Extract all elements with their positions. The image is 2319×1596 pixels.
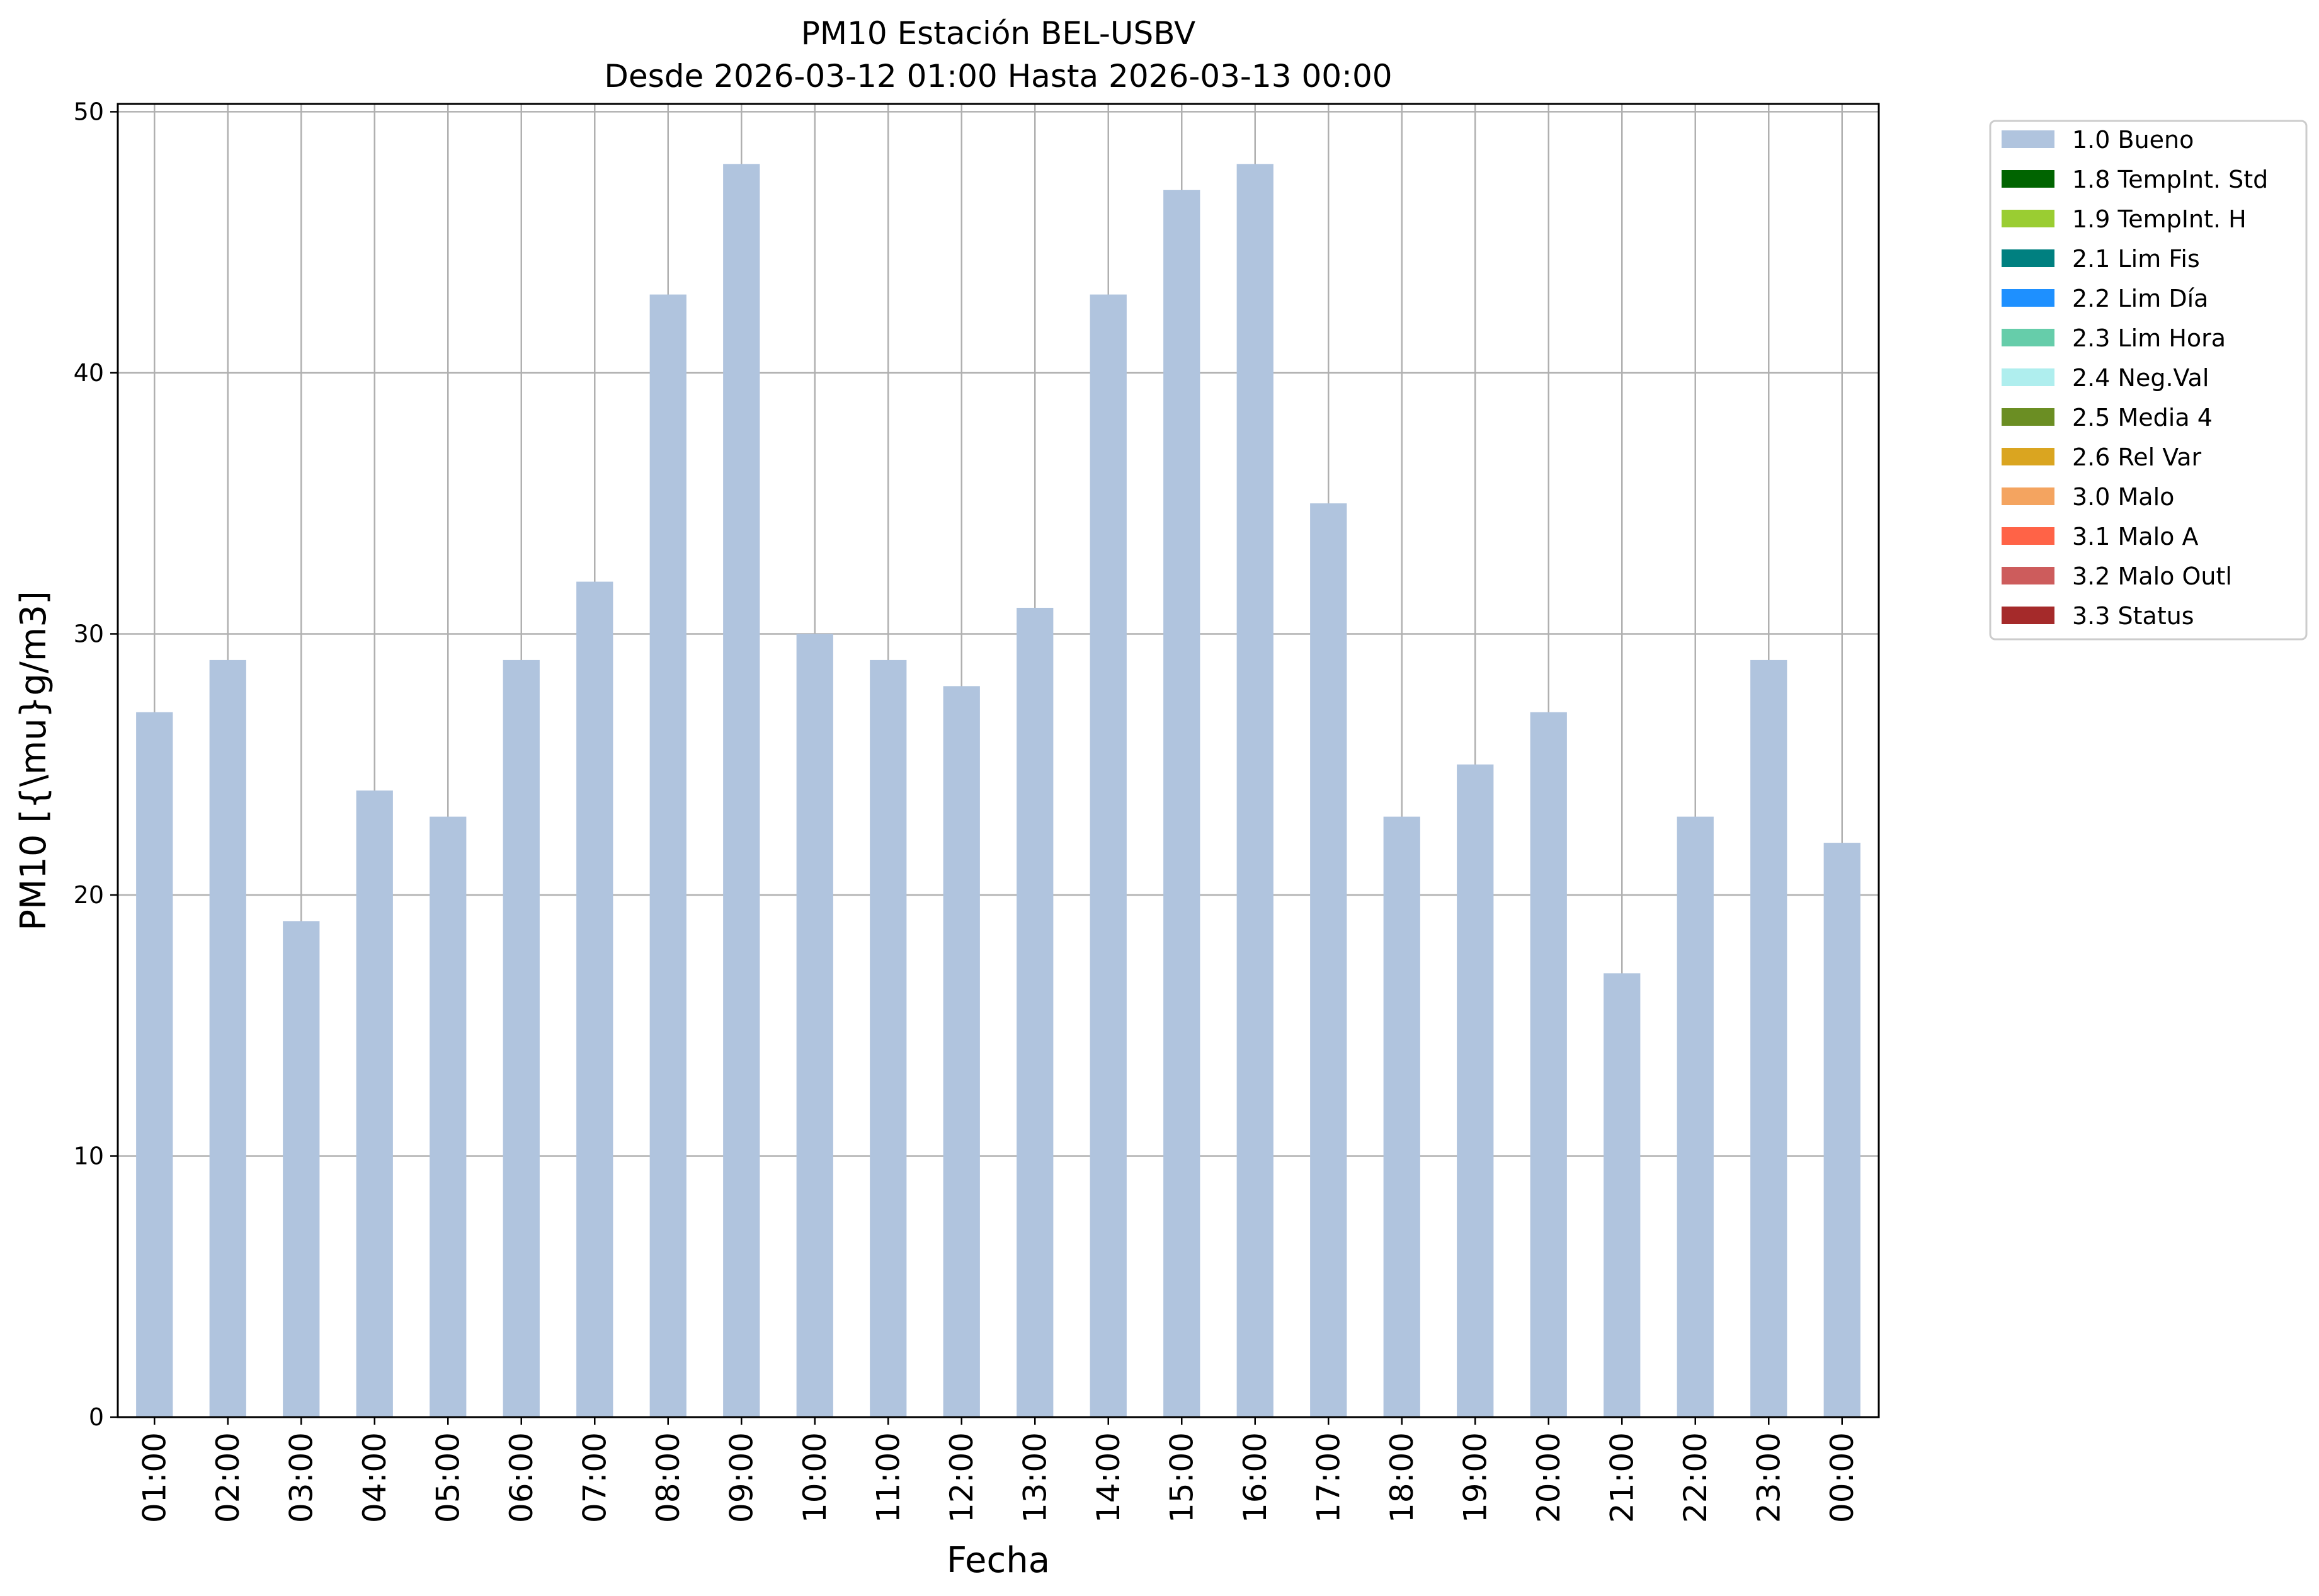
- x-tick-label: 09:00: [723, 1432, 760, 1523]
- legend-label: 2.4 Neg.Val: [2072, 364, 2209, 392]
- bar-0000: [1823, 843, 1860, 1417]
- y-tick-label: 10: [74, 1142, 104, 1170]
- bar-0800: [649, 294, 687, 1417]
- bar-0300: [283, 921, 320, 1417]
- bar-2000: [1530, 712, 1567, 1417]
- bar-0900: [723, 164, 760, 1417]
- legend-label: 2.1 Lim Fis: [2072, 245, 2200, 273]
- legend-label: 1.0 Bueno: [2072, 126, 2194, 154]
- x-tick-label: 03:00: [283, 1432, 319, 1523]
- x-tick-label: 02:00: [210, 1432, 246, 1523]
- legend-label: 1.8 TempInt. Std: [2072, 166, 2268, 193]
- legend-swatch: [2002, 289, 2054, 307]
- legend-label: 2.3 Lim Hora: [2072, 324, 2226, 352]
- legend-label: 3.1 Malo A: [2072, 523, 2198, 550]
- bar-1800: [1383, 816, 1420, 1417]
- bar-1700: [1310, 503, 1347, 1417]
- x-axis-ticks: 01:00 02:00 03:00 04:00 05:00 06:00 07:00 08:00…: [136, 1417, 1860, 1523]
- bar-0600: [503, 659, 540, 1417]
- bar-1900: [1457, 764, 1494, 1417]
- bars: [136, 164, 1860, 1418]
- x-tick-label: 13:00: [1017, 1432, 1053, 1523]
- legend-label: 3.3 Status: [2072, 602, 2194, 630]
- bar-2100: [1604, 973, 1641, 1417]
- legend-swatch: [2002, 408, 2054, 426]
- x-tick-label: 01:00: [136, 1432, 173, 1523]
- y-axis-ticks: 0 10 20 30 40 50: [74, 98, 118, 1431]
- plot-frame: [117, 103, 1880, 1418]
- x-tick-label: 06:00: [503, 1432, 540, 1523]
- legend-swatch: [2002, 527, 2054, 545]
- x-tick-label: 11:00: [870, 1432, 906, 1523]
- y-tick-label: 20: [74, 881, 104, 909]
- bar-0500: [430, 816, 467, 1417]
- legend-swatch: [2002, 249, 2054, 267]
- x-tick-label: 22:00: [1677, 1432, 1714, 1523]
- bar-0700: [576, 581, 613, 1418]
- legend-swatch: [2002, 368, 2054, 386]
- legend: 1.0 Bueno 1.8 TempInt. Std 1.9 TempInt. H 2…: [1989, 120, 2308, 641]
- x-axis-label: Fecha: [947, 1540, 1050, 1581]
- legend-swatch: [2002, 607, 2054, 624]
- bar-1500: [1163, 190, 1200, 1417]
- legend-swatch: [2002, 567, 2054, 584]
- y-tick-label: 0: [89, 1403, 104, 1431]
- x-tick-label: 21:00: [1604, 1432, 1640, 1523]
- legend-swatch: [2002, 329, 2054, 346]
- x-tick-label: 17:00: [1310, 1432, 1347, 1523]
- x-tick-label: 12:00: [943, 1432, 980, 1523]
- legend-box: [1989, 120, 2308, 641]
- bar-1600: [1236, 164, 1273, 1417]
- x-tick-label: 04:00: [356, 1432, 393, 1523]
- legend-label: 2.5 Media 4: [2072, 404, 2213, 431]
- legend-label: 2.2 Lim Día: [2072, 285, 2208, 312]
- x-tick-label: 20:00: [1530, 1432, 1567, 1523]
- bar-1400: [1090, 294, 1127, 1417]
- legend-swatch: [2002, 210, 2054, 227]
- x-tick-label: 05:00: [430, 1432, 466, 1523]
- x-tick-label: 23:00: [1750, 1432, 1787, 1523]
- bar-1300: [1017, 608, 1054, 1417]
- y-tick-label: 50: [74, 98, 104, 125]
- bar-1100: [870, 659, 907, 1417]
- chart-subtitle: Desde 2026-03-12 01:00 Hasta 2026-03-13 …: [604, 58, 1392, 94]
- bar-1200: [943, 686, 980, 1417]
- bar-0400: [356, 790, 393, 1417]
- legend-label: 3.2 Malo Outl: [2072, 562, 2232, 590]
- x-tick-label: 00:00: [1824, 1432, 1860, 1523]
- x-tick-label: 07:00: [576, 1432, 613, 1523]
- x-tick-label: 15:00: [1163, 1432, 1200, 1523]
- y-tick-label: 30: [74, 620, 104, 647]
- legend-swatch: [2002, 170, 2054, 188]
- bar-2300: [1750, 659, 1787, 1417]
- legend-label: 1.9 TempInt. H: [2072, 205, 2247, 233]
- x-tick-label: 10:00: [797, 1432, 833, 1523]
- bar-1000: [796, 634, 833, 1418]
- legend-label: 2.6 Rel Var: [2072, 443, 2202, 471]
- bar-2200: [1677, 816, 1714, 1417]
- x-tick-label: 16:00: [1237, 1432, 1273, 1523]
- bar-0200: [209, 659, 246, 1417]
- legend-label: 3.0 Malo: [2072, 483, 2174, 511]
- legend-swatch: [2002, 130, 2054, 148]
- x-tick-label: 08:00: [650, 1432, 687, 1523]
- y-axis-label: PM10 [{\mu}g/m3]: [13, 591, 54, 931]
- x-tick-label: 14:00: [1090, 1432, 1127, 1523]
- y-tick-label: 40: [74, 359, 104, 387]
- legend-swatch: [2002, 448, 2054, 465]
- legend-swatch: [2002, 487, 2054, 505]
- chart-title: PM10 Estación BEL-USBV: [801, 15, 1195, 52]
- bar-0100: [136, 712, 173, 1417]
- x-tick-label: 19:00: [1457, 1432, 1493, 1523]
- x-tick-label: 18:00: [1384, 1432, 1420, 1523]
